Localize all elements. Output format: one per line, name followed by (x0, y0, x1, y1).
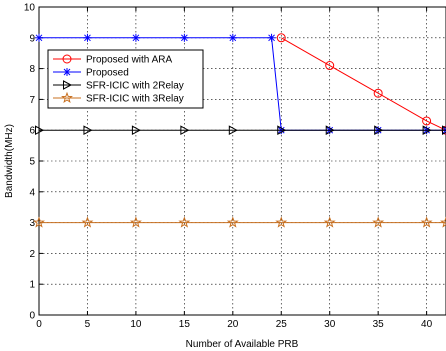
y-tick-label: 10 (24, 3, 36, 14)
x-tick-label: 40 (421, 319, 433, 330)
data-point (277, 125, 287, 136)
data-point (33, 216, 45, 228)
data-point (129, 216, 142, 228)
data-point (178, 216, 191, 228)
y-tick-label: 2 (29, 249, 35, 260)
y-tick-label: 6 (29, 126, 35, 137)
data-point (374, 125, 384, 136)
y-tick-label: 4 (29, 187, 35, 198)
legend-item: SFR-ICIC with 3Relay (53, 91, 184, 105)
data-point (442, 125, 446, 136)
data-point (440, 216, 446, 228)
legend-item: Proposed (53, 68, 129, 79)
data-point (275, 216, 288, 228)
data-point (373, 88, 383, 98)
x-tick-label: 0 (36, 319, 42, 330)
legend-item: SFR-ICIC with 2Relay (53, 80, 184, 92)
data-point (267, 33, 276, 42)
y-tick-label: 8 (29, 64, 35, 75)
data-point (420, 216, 433, 228)
x-tick-label: 5 (85, 319, 91, 330)
data-point (228, 33, 237, 42)
data-point (325, 125, 335, 136)
legend-marker (61, 91, 73, 104)
y-tick-label: 0 (29, 311, 35, 322)
data-point (422, 125, 432, 136)
data-point (372, 216, 385, 228)
data-point (323, 216, 336, 228)
legend-marker (63, 68, 71, 76)
data-point (325, 61, 335, 71)
data-point (131, 33, 140, 42)
y-tick-label: 5 (29, 157, 35, 168)
series-group (33, 33, 446, 228)
data-point (422, 116, 432, 126)
y-axis-label: Bandwidth(MHz) (4, 124, 15, 198)
axis-ticks: 0 5 10 15 20 25 30 35 40 0 1 2 3 4 5 6 7 8 9 10 (24, 3, 433, 331)
data-point (276, 33, 286, 43)
x-axis-label: Number of Available PRB (186, 339, 299, 350)
y-tick-label: 9 (29, 33, 35, 44)
legend-marker (62, 54, 72, 64)
data-point (35, 33, 43, 42)
y-tick-label: 7 (29, 95, 35, 106)
y-tick-label: 1 (29, 280, 35, 291)
x-tick-label: 15 (179, 319, 191, 330)
series-line (281, 37, 446, 131)
x-tick-label: 30 (324, 319, 336, 330)
x-tick-label: 10 (130, 319, 142, 330)
series-2 (35, 125, 446, 136)
data-point (35, 125, 45, 136)
x-tick-label: 35 (373, 319, 385, 330)
legend-label: SFR-ICIC with 2Relay (86, 81, 184, 92)
y-tick-label: 3 (29, 218, 35, 229)
series-3 (33, 216, 446, 228)
legend: Proposed with ARA Proposed SFR-ICIC with 2… (47, 49, 204, 109)
legend-label: Proposed with ARA (86, 55, 172, 66)
data-point (131, 125, 141, 136)
legend-item: Proposed with ARA (53, 54, 172, 66)
legend-marker (63, 80, 73, 90)
data-point (180, 125, 190, 136)
data-point (226, 216, 239, 228)
legend-label: Proposed (86, 68, 129, 79)
data-point (228, 125, 238, 136)
data-point (180, 33, 189, 42)
x-tick-label: 20 (227, 319, 239, 330)
legend-label: SFR-ICIC with 3Relay (86, 94, 184, 105)
data-point (83, 33, 92, 42)
data-point (83, 125, 93, 136)
x-tick-label: 25 (276, 319, 288, 330)
data-point (81, 216, 94, 228)
